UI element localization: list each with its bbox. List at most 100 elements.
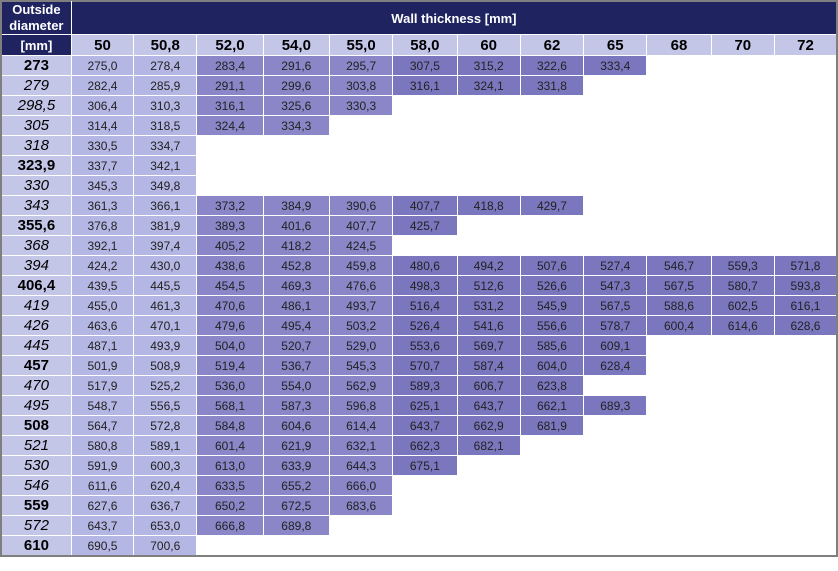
empty-cell	[456, 215, 521, 236]
empty-cell	[646, 355, 712, 376]
weight-cell: 632,1	[328, 435, 394, 456]
empty-cell	[710, 495, 775, 516]
weight-cell: 337,7	[70, 155, 135, 176]
weight-cell: 602,5	[710, 295, 775, 316]
empty-cell	[646, 215, 712, 236]
table-row: 445 487,1 493,9 504,0 520,7 529,0 553,6 569,7 58…	[0, 335, 838, 356]
table-row: 546 611,6 620,4 633,5 655,2 666,0	[0, 475, 838, 496]
weight-cell: 570,7	[392, 355, 458, 376]
weight-cell: 345,3	[70, 175, 135, 196]
weight-cell: 366,1	[133, 195, 198, 216]
outside-diameter-cell: 330	[0, 175, 72, 196]
weight-cell: 567,5	[646, 275, 712, 296]
weight-cell: 479,6	[196, 315, 264, 336]
empty-cell	[583, 95, 648, 116]
weight-cell: 548,7	[70, 395, 135, 416]
weight-cell: 601,4	[196, 435, 264, 456]
empty-cell	[392, 95, 458, 116]
empty-cell	[456, 235, 521, 256]
weight-cell: 666,8	[196, 515, 264, 536]
empty-cell	[262, 135, 330, 156]
weight-cell: 330,3	[328, 95, 394, 116]
empty-cell	[196, 155, 264, 176]
weight-cell: 536,0	[196, 375, 264, 396]
weight-cell: 520,7	[262, 335, 330, 356]
table-row: 457 501,9 508,9 519,4 536,7 545,3 570,7 587,4 60…	[0, 355, 838, 376]
outside-diameter-cell: 323,9	[0, 155, 72, 176]
empty-cell	[392, 235, 458, 256]
weight-cell: 554,0	[262, 375, 330, 396]
weight-cell: 322,6	[519, 55, 585, 76]
weight-cell: 621,9	[262, 435, 330, 456]
weight-cell: 600,4	[646, 315, 712, 336]
weight-cell: 498,3	[392, 275, 458, 296]
empty-cell	[773, 515, 838, 536]
table-row: 406,4 439,5 445,5 454,5 469,3 476,6 498,3 512,6…	[0, 275, 838, 296]
empty-cell	[710, 75, 775, 96]
empty-cell	[646, 535, 712, 557]
empty-cell	[196, 535, 264, 557]
weight-cell: 324,1	[456, 75, 521, 96]
empty-cell	[646, 115, 712, 136]
weight-cell: 628,6	[773, 315, 838, 336]
weight-cell: 653,0	[133, 515, 198, 536]
empty-cell	[583, 235, 648, 256]
table-row: 343 361,3 366,1 373,2 384,9 390,6 407,7 418,8 42…	[0, 195, 838, 216]
table-row: 323,9 337,7 342,1	[0, 155, 838, 176]
outside-diameter-cell: 419	[0, 295, 72, 316]
weight-cell: 588,6	[646, 295, 712, 316]
table-row: 508 564,7 572,8 584,8 604,6 614,4 643,7 662,9 68…	[0, 415, 838, 436]
empty-cell	[392, 475, 458, 496]
empty-cell	[519, 235, 585, 256]
thickness-header: 60	[456, 34, 521, 56]
weight-cell: 461,3	[133, 295, 198, 316]
empty-cell	[646, 515, 712, 536]
weight-cell: 454,5	[196, 275, 264, 296]
outside-diameter-line1: Outside	[12, 2, 61, 17]
weight-cell: 334,3	[262, 115, 330, 136]
empty-cell	[456, 95, 521, 116]
empty-cell	[710, 395, 775, 416]
empty-cell	[583, 535, 648, 557]
weight-cell: 384,9	[262, 195, 330, 216]
weight-cell: 529,0	[328, 335, 394, 356]
empty-cell	[646, 55, 712, 76]
outside-diameter-cell: 445	[0, 335, 72, 356]
outside-diameter-cell: 298,5	[0, 95, 72, 116]
weight-cell: 315,2	[456, 55, 521, 76]
outside-diameter-cell: 318	[0, 135, 72, 156]
weight-cell: 476,6	[328, 275, 394, 296]
weight-cell: 662,3	[392, 435, 458, 456]
weight-cell: 494,2	[456, 255, 521, 276]
empty-cell	[773, 235, 838, 256]
weight-cell: 564,7	[70, 415, 135, 436]
weight-cell: 526,4	[392, 315, 458, 336]
weight-cell: 562,9	[328, 375, 394, 396]
weight-cell: 546,7	[646, 255, 712, 276]
weight-cell: 682,1	[456, 435, 521, 456]
thickness-header: 62	[519, 34, 585, 56]
weight-cell: 545,3	[328, 355, 394, 376]
empty-cell	[519, 515, 585, 536]
weight-cell: 553,6	[392, 335, 458, 356]
weight-cell: 401,6	[262, 215, 330, 236]
weight-cell: 689,3	[583, 395, 648, 416]
empty-cell	[773, 415, 838, 436]
weight-cell: 306,4	[70, 95, 135, 116]
empty-cell	[773, 155, 838, 176]
weight-cell: 439,5	[70, 275, 135, 296]
outside-diameter-cell: 426	[0, 315, 72, 336]
table-row: 419 455,0 461,3 470,6 486,1 493,7 516,4 531,2 54…	[0, 295, 838, 316]
empty-cell	[773, 475, 838, 496]
outside-diameter-cell: 368	[0, 235, 72, 256]
weight-cell: 349,8	[133, 175, 198, 196]
weight-cell: 487,1	[70, 335, 135, 356]
weight-cell: 508,9	[133, 355, 198, 376]
table-row: 305 314,4 318,5 324,4 334,3	[0, 115, 838, 136]
empty-cell	[519, 155, 585, 176]
table-row: 355,6 376,8 381,9 389,3 401,6 407,7 425,7	[0, 215, 838, 236]
empty-cell	[773, 175, 838, 196]
empty-cell	[646, 395, 712, 416]
empty-cell	[392, 115, 458, 136]
weight-cell: 545,9	[519, 295, 585, 316]
